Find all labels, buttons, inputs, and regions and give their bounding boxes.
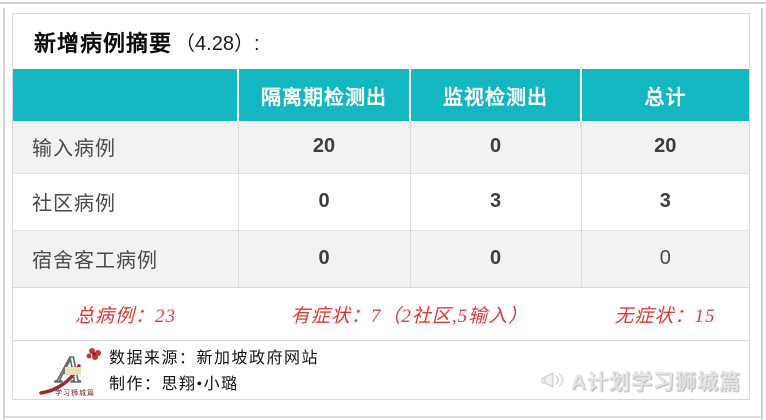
header-cell-surveillance: 监视检测出 <box>410 69 582 121</box>
channel-logo: A 学习狮城篇 <box>39 348 101 397</box>
page-title-date: （4.28）: <box>175 33 260 55</box>
page-frame-top-line <box>0 2 766 4</box>
logo-caption: 学习狮城篇 <box>55 388 95 397</box>
cell-total: 0 <box>581 229 749 287</box>
row-label: 宿舍客工病例 <box>13 229 239 287</box>
table-row-community: 社区病例 0 3 3 <box>13 172 749 230</box>
cell-isolation: 0 <box>238 229 411 287</box>
page-title: 新增病例摘要 <box>34 30 173 56</box>
header-cell-empty <box>13 69 239 121</box>
table-header-row: 隔离期检测出 监视检测出 总计 <box>13 69 749 121</box>
summary-symptomatic: 有症状：7（2社区,5输入） <box>290 305 529 327</box>
cell-isolation: 20 <box>238 121 411 173</box>
header-cell-isolation: 隔离期检测出 <box>238 69 411 121</box>
summary-total-cases: 总病例：23 <box>74 305 176 327</box>
watermark-text: A计划学习狮城篇 <box>570 371 741 394</box>
credit-maker: 制作：思翔•小璐 <box>109 376 239 393</box>
cell-isolation: 0 <box>238 172 411 230</box>
cell-total: 3 <box>581 172 749 230</box>
table-row-dormitory: 宿舍客工病例 0 0 0 <box>13 229 749 287</box>
cell-surveillance: 0 <box>410 121 582 173</box>
logo-ribbon <box>65 367 81 375</box>
cases-table: 隔离期检测出 监视检测出 总计 输入病例 20 0 20 社区病例 0 3 3 <box>13 69 749 287</box>
row-label: 输入病例 <box>13 121 239 173</box>
credit-source: 数据来源：新加坡政府网站 <box>109 350 320 367</box>
cell-surveillance: 0 <box>410 229 582 287</box>
page-frame-right-line <box>761 8 763 420</box>
cell-total: 20 <box>581 121 749 173</box>
page-frame-left-line <box>3 8 5 420</box>
row-label: 社区病例 <box>13 172 239 230</box>
credits-text: 数据来源：新加坡政府网站 制作：思翔•小璐 <box>109 346 319 398</box>
summary-asymptomatic: 无症状：15 <box>614 305 716 327</box>
logo-flower-icon <box>86 348 101 360</box>
header-cell-total: 总计 <box>581 69 749 121</box>
table-row-imported: 输入病例 20 0 20 <box>13 121 749 173</box>
watermark: A计划学习狮城篇 <box>540 366 741 396</box>
page-frame-bottom-line <box>5 416 761 418</box>
summary-row: 总病例：23 有症状：7（2社区,5输入） 无症状：15 <box>13 287 749 340</box>
summary-card: 新增病例摘要 （4.28）: 隔离期检测出 监视检测出 总计 输入病例 20 0… <box>12 13 750 400</box>
megaphone-icon <box>541 372 564 388</box>
cell-surveillance: 3 <box>410 172 582 230</box>
card-title-row: 新增病例摘要 （4.28）: <box>13 14 749 69</box>
credits-bar: A 学习狮城篇 数据来源：新加坡政府网站 制作：思翔•小璐 <box>13 340 749 399</box>
